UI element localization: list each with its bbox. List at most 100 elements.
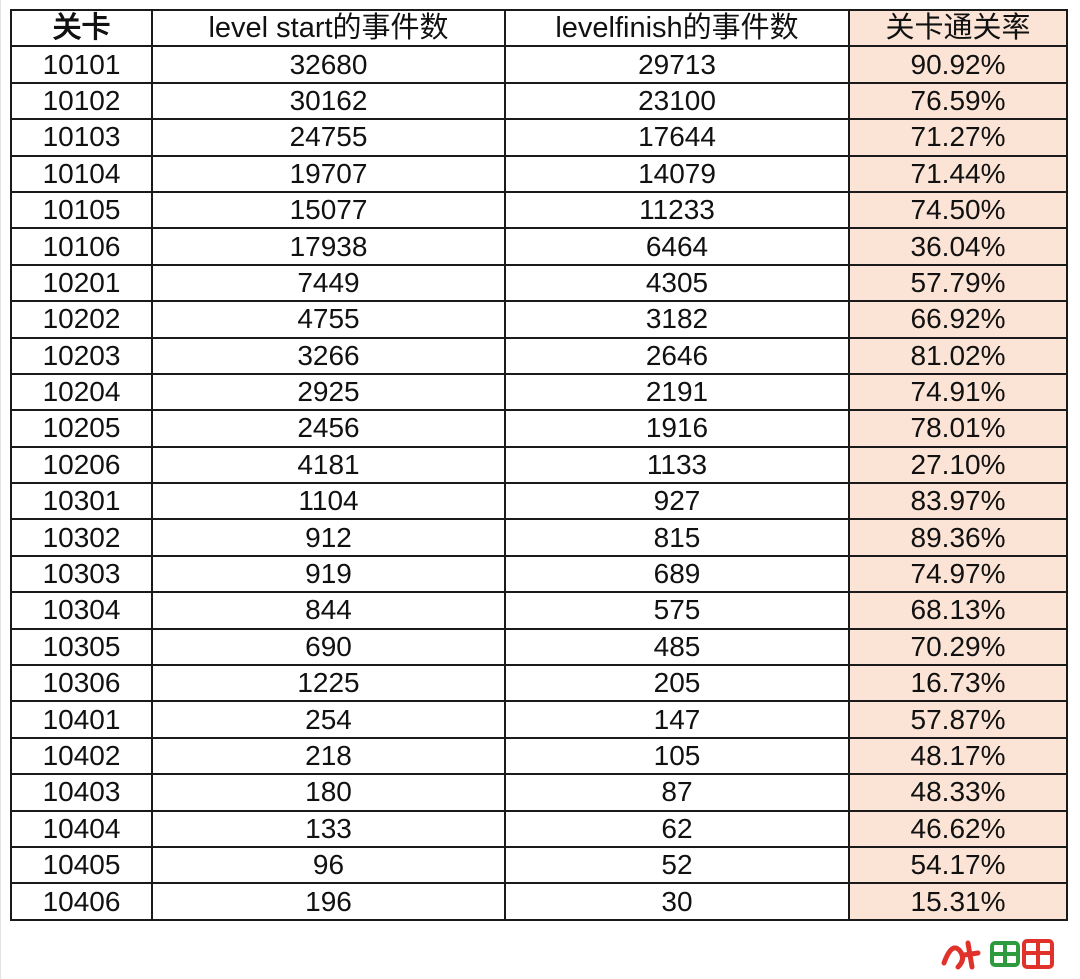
cell-pass-rate[interactable]: 81.02%: [848, 336, 1068, 375]
header-cell-level[interactable]: 关卡: [10, 8, 153, 48]
cell-level-start-count[interactable]: 15077: [151, 190, 506, 230]
cell-level-start-count[interactable]: 32680: [151, 45, 506, 84]
cell-level-finish-count[interactable]: 14079: [504, 154, 850, 193]
cell-pass-rate[interactable]: 46.62%: [848, 809, 1068, 848]
cell-level[interactable]: 10101: [10, 45, 153, 84]
cell-level-start-count[interactable]: 3266: [151, 336, 506, 375]
cell-level-finish-count[interactable]: 147: [504, 700, 850, 739]
cell-level-start-count[interactable]: 17938: [151, 227, 506, 266]
cell-pass-rate[interactable]: 71.44%: [848, 154, 1068, 193]
cell-level[interactable]: 10306: [10, 664, 153, 703]
cell-level[interactable]: 10406: [10, 882, 153, 921]
cell-level[interactable]: 10201: [10, 263, 153, 303]
cell-level-start-count[interactable]: 844: [151, 591, 506, 630]
cell-level[interactable]: 10103: [10, 118, 153, 157]
cell-level[interactable]: 10303: [10, 554, 153, 594]
cell-level-finish-count[interactable]: 6464: [504, 227, 850, 266]
cell-level-start-count[interactable]: 218: [151, 736, 506, 776]
cell-pass-rate[interactable]: 57.87%: [848, 700, 1068, 739]
cell-level-start-count[interactable]: 180: [151, 773, 506, 812]
cell-level-finish-count[interactable]: 205: [504, 664, 850, 703]
cell-level-finish-count[interactable]: 4305: [504, 263, 850, 303]
cell-pass-rate[interactable]: 57.79%: [848, 263, 1068, 303]
cell-pass-rate[interactable]: 16.73%: [848, 664, 1068, 703]
cell-level[interactable]: 10405: [10, 845, 153, 885]
cell-level-start-count[interactable]: 2456: [151, 409, 506, 448]
cell-level-finish-count[interactable]: 689: [504, 554, 850, 594]
cell-level-finish-count[interactable]: 2646: [504, 336, 850, 375]
cell-pass-rate[interactable]: 70.29%: [848, 627, 1068, 667]
cell-level[interactable]: 10304: [10, 591, 153, 630]
cell-level[interactable]: 10305: [10, 627, 153, 667]
cell-pass-rate[interactable]: 78.01%: [848, 409, 1068, 448]
cell-level-start-count[interactable]: 1225: [151, 664, 506, 703]
cell-pass-rate[interactable]: 74.91%: [848, 372, 1068, 412]
cell-level-start-count[interactable]: 24755: [151, 118, 506, 157]
cell-level-start-count[interactable]: 196: [151, 882, 506, 921]
cell-level-start-count[interactable]: 254: [151, 700, 506, 739]
cell-pass-rate[interactable]: 74.97%: [848, 554, 1068, 594]
cell-pass-rate[interactable]: 71.27%: [848, 118, 1068, 157]
cell-level[interactable]: 10403: [10, 773, 153, 812]
cell-level[interactable]: 10204: [10, 372, 153, 412]
cell-level-start-count[interactable]: 912: [151, 518, 506, 557]
cell-pass-rate[interactable]: 48.17%: [848, 736, 1068, 776]
cell-level[interactable]: 10104: [10, 154, 153, 193]
cell-level-finish-count[interactable]: 105: [504, 736, 850, 776]
header-cell-level-finish-count[interactable]: levelfinish的事件数: [504, 8, 850, 48]
cell-level[interactable]: 10401: [10, 700, 153, 739]
cell-pass-rate[interactable]: 66.92%: [848, 300, 1068, 339]
header-cell-level-start-count[interactable]: level start的事件数: [151, 8, 506, 48]
cell-pass-rate[interactable]: 83.97%: [848, 482, 1068, 521]
header-cell-pass-rate[interactable]: 关卡通关率: [848, 8, 1068, 48]
cell-level-finish-count[interactable]: 815: [504, 518, 850, 557]
cell-level-finish-count[interactable]: 3182: [504, 300, 850, 339]
cell-level-start-count[interactable]: 4181: [151, 445, 506, 485]
cell-level-start-count[interactable]: 919: [151, 554, 506, 594]
cell-level-finish-count[interactable]: 52: [504, 845, 850, 885]
cell-level-start-count[interactable]: 690: [151, 627, 506, 667]
cell-pass-rate[interactable]: 74.50%: [848, 190, 1068, 230]
cell-level[interactable]: 10102: [10, 81, 153, 121]
cell-level-finish-count[interactable]: 2191: [504, 372, 850, 412]
cell-level-finish-count[interactable]: 1916: [504, 409, 850, 448]
cell-level-finish-count[interactable]: 30: [504, 882, 850, 921]
cell-level-finish-count[interactable]: 23100: [504, 81, 850, 121]
cell-level-finish-count[interactable]: 29713: [504, 45, 850, 84]
cell-level[interactable]: 10402: [10, 736, 153, 776]
cell-pass-rate[interactable]: 54.17%: [848, 845, 1068, 885]
cell-level-start-count[interactable]: 133: [151, 809, 506, 848]
cell-level-finish-count[interactable]: 927: [504, 482, 850, 521]
cell-level[interactable]: 10106: [10, 227, 153, 266]
cell-level-start-count[interactable]: 1104: [151, 482, 506, 521]
cell-level-finish-count[interactable]: 1133: [504, 445, 850, 485]
cell-pass-rate[interactable]: 48.33%: [848, 773, 1068, 812]
cell-level-finish-count[interactable]: 17644: [504, 118, 850, 157]
cell-level-start-count[interactable]: 2925: [151, 372, 506, 412]
cell-level[interactable]: 10105: [10, 190, 153, 230]
cell-level[interactable]: 10203: [10, 336, 153, 375]
cell-pass-rate[interactable]: 36.04%: [848, 227, 1068, 266]
cell-level-finish-count[interactable]: 575: [504, 591, 850, 630]
cell-pass-rate[interactable]: 89.36%: [848, 518, 1068, 557]
cell-pass-rate[interactable]: 90.92%: [848, 45, 1068, 84]
cell-level[interactable]: 10205: [10, 409, 153, 448]
cell-level-start-count[interactable]: 7449: [151, 263, 506, 303]
cell-level[interactable]: 10302: [10, 518, 153, 557]
cell-level-start-count[interactable]: 19707: [151, 154, 506, 193]
cell-level[interactable]: 10404: [10, 809, 153, 848]
cell-level-start-count[interactable]: 96: [151, 845, 506, 885]
cell-pass-rate[interactable]: 15.31%: [848, 882, 1068, 921]
cell-level[interactable]: 10301: [10, 482, 153, 521]
cell-pass-rate[interactable]: 76.59%: [848, 81, 1068, 121]
cell-level-finish-count[interactable]: 485: [504, 627, 850, 667]
cell-level[interactable]: 10202: [10, 300, 153, 339]
cell-level-finish-count[interactable]: 87: [504, 773, 850, 812]
cell-pass-rate[interactable]: 68.13%: [848, 591, 1068, 630]
cell-level-start-count[interactable]: 30162: [151, 81, 506, 121]
cell-level-finish-count[interactable]: 62: [504, 809, 850, 848]
cell-pass-rate[interactable]: 27.10%: [848, 445, 1068, 485]
cell-level-finish-count[interactable]: 11233: [504, 190, 850, 230]
cell-level-start-count[interactable]: 4755: [151, 300, 506, 339]
cell-level[interactable]: 10206: [10, 445, 153, 485]
